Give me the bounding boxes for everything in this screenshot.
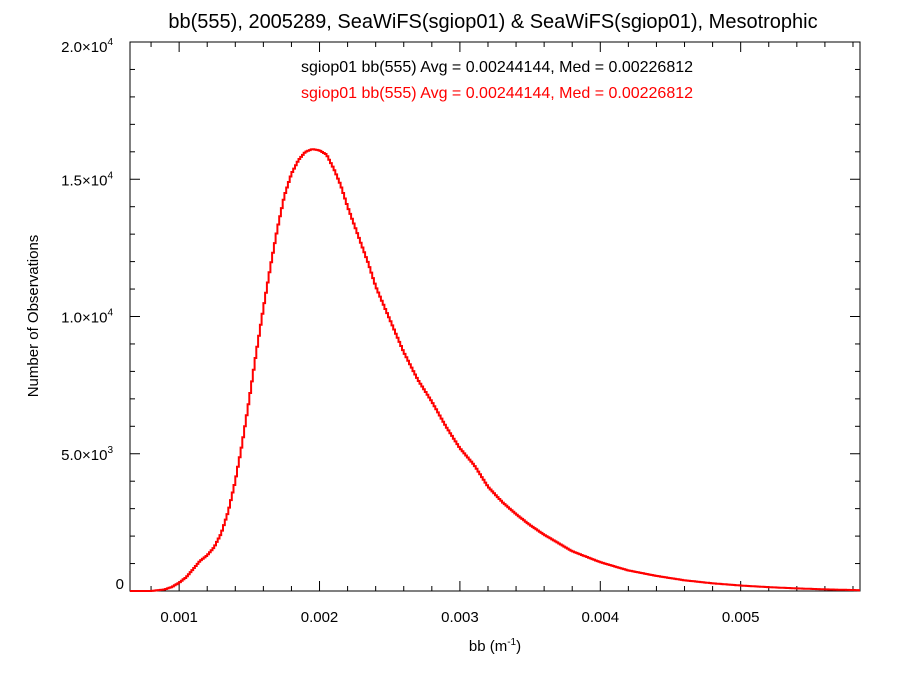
- y-tick-exponent: 4: [107, 308, 113, 319]
- x-axis-label: bb (m-1): [469, 637, 521, 655]
- y-tick-mantissa: 1.5×10: [61, 172, 107, 189]
- x-axis-label-base: bb (m: [469, 638, 507, 655]
- y-tick-label: 0: [116, 576, 124, 593]
- x-axis-label-tail: ): [516, 638, 521, 655]
- y-tick-mantissa: 5.0×10: [61, 447, 107, 464]
- x-tick-label: 0.002: [301, 609, 339, 626]
- y-tick-mantissa: 1.0×10: [61, 310, 107, 327]
- y-tick-exponent: 3: [107, 445, 113, 456]
- y-axis-label: Number of Observations: [25, 235, 42, 398]
- stats-annotation-1: sgiop01 bb(555) Avg = 0.00244144, Med = …: [301, 59, 693, 76]
- histogram-series-line: [130, 148, 860, 592]
- y-tick-label: 1.5×104: [61, 170, 113, 189]
- y-tick-exponent: 4: [107, 37, 113, 48]
- y-tick-exponent: 4: [107, 170, 113, 181]
- x-tick-label: 0.004: [582, 609, 620, 626]
- x-tick-label: 0.003: [441, 609, 479, 626]
- plot-frame: [129, 41, 861, 592]
- y-tick-label: 1.0×104: [61, 308, 113, 327]
- x-tick-label: 0.001: [160, 609, 198, 626]
- chart-title: bb(555), 2005289, SeaWiFS(sgiop01) & Sea…: [168, 11, 817, 33]
- y-tick-label: 5.0×103: [61, 445, 113, 464]
- y-tick-label: 2.0×104: [61, 37, 113, 56]
- x-axis-label-exponent: -1: [507, 637, 516, 648]
- stats-annotation-2: sgiop01 bb(555) Avg = 0.00244144, Med = …: [301, 85, 693, 102]
- y-tick-mantissa: 2.0×10: [61, 39, 107, 56]
- x-tick-label: 0.005: [722, 609, 760, 626]
- y-tick-mantissa: 0: [116, 576, 124, 593]
